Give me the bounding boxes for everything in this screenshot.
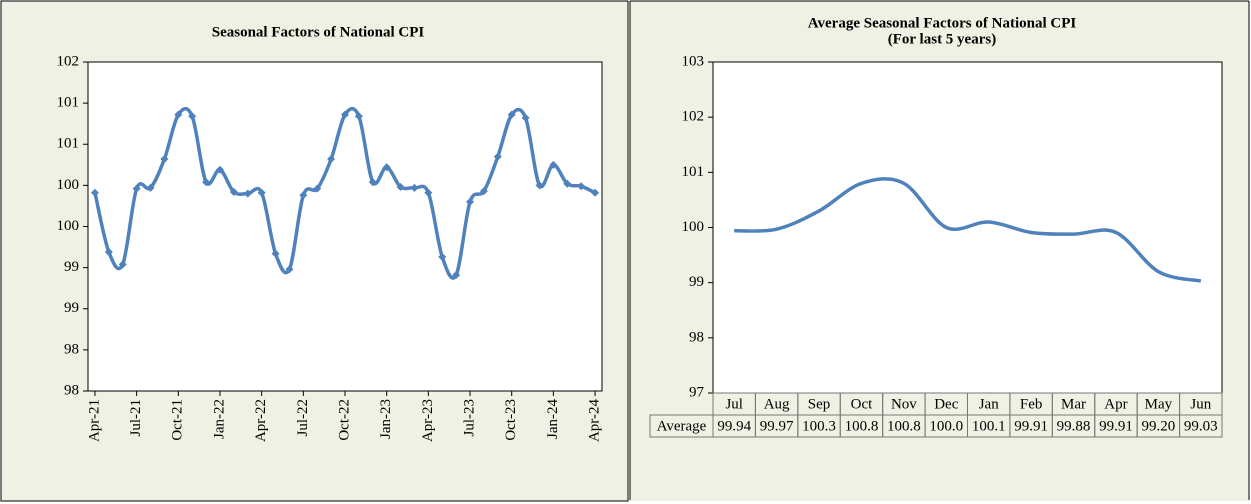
table-value: 99.88 xyxy=(1057,418,1091,434)
y-tick-label: 102 xyxy=(682,109,705,125)
data-marker xyxy=(341,110,349,119)
x-tick-label: Apr-22 xyxy=(253,399,269,442)
data-marker xyxy=(160,155,169,164)
table-value: 100.8 xyxy=(887,418,921,434)
data-marker xyxy=(452,271,461,280)
charts: Seasonal Factors of National CPI 98 98 99 99… xyxy=(57,15,1223,442)
x-tick-label: Apr-24 xyxy=(586,399,602,443)
data-marker xyxy=(146,183,155,192)
table-value: 99.91 xyxy=(1014,418,1048,434)
y-tick-label: 99 xyxy=(689,274,704,290)
y-tick-label: 102 xyxy=(57,53,80,69)
chart-title: Seasonal Factors of National CPI xyxy=(212,24,425,40)
data-marker xyxy=(174,110,183,119)
data-marker xyxy=(549,160,558,169)
data-marker xyxy=(563,179,572,188)
table-series-name: Average xyxy=(657,418,707,434)
x-tick-label: Jun xyxy=(1190,396,1211,412)
x-tick-label: May xyxy=(1145,396,1173,412)
y-tick-label: 98 xyxy=(64,341,79,357)
y-tick-label: 99 xyxy=(64,259,79,275)
x-tick-label: Nov xyxy=(891,396,917,412)
series-line xyxy=(734,177,1202,283)
x-tick-label: Oct-22 xyxy=(336,399,352,441)
table-value: 99.20 xyxy=(1142,418,1176,434)
x-tick-label: Jul-21 xyxy=(128,399,144,437)
data-marker xyxy=(507,110,516,119)
data-marker xyxy=(243,189,252,198)
data-marker xyxy=(104,247,113,256)
x-tick-label: Jan-23 xyxy=(378,399,394,439)
x-tick-label: Jul-23 xyxy=(461,399,477,437)
data-marker xyxy=(410,183,419,192)
data-marker xyxy=(521,113,530,122)
y-tick-label: 101 xyxy=(57,136,80,152)
y-tick-label: 100 xyxy=(57,218,80,234)
x-tick-label: Jul-22 xyxy=(295,399,311,437)
y-tick-label: 98 xyxy=(64,382,79,398)
data-marker xyxy=(382,163,391,172)
data-marker xyxy=(257,188,266,197)
table-value: 100.1 xyxy=(972,418,1006,434)
x-tick-label: Aug xyxy=(764,396,790,412)
x-tick-label: Oct-23 xyxy=(503,399,519,441)
x-tick-label: Dec xyxy=(934,396,958,412)
table-value: 99.91 xyxy=(1099,418,1133,434)
y-tick-label: 101 xyxy=(57,95,80,111)
x-tick-label: Jan-24 xyxy=(545,399,561,439)
y-tick-label: 99 xyxy=(64,300,79,316)
table-value: 99.94 xyxy=(717,418,751,434)
table-value: 99.03 xyxy=(1184,418,1218,434)
data-marker xyxy=(132,184,141,193)
data-marker xyxy=(424,188,433,197)
table-value: 100.3 xyxy=(802,418,836,434)
table-value-cell xyxy=(1179,414,1223,438)
data-marker xyxy=(229,187,238,196)
y-tick-label: 98 xyxy=(689,329,704,345)
data-marker xyxy=(285,265,294,274)
x-tick-label: Apr-21 xyxy=(86,399,102,442)
data-marker xyxy=(313,184,322,193)
y-tick-label: 103 xyxy=(682,53,705,69)
data-marker xyxy=(438,252,447,261)
data-marker xyxy=(479,187,488,196)
data-marker xyxy=(90,188,99,197)
x-tick-label: Mar xyxy=(1061,396,1086,412)
x-tick-label: Apr xyxy=(1104,396,1127,412)
data-marker xyxy=(466,197,475,206)
data-marker xyxy=(396,183,405,192)
data-marker xyxy=(368,178,377,187)
table-value: 99.97 xyxy=(760,418,794,434)
data-marker xyxy=(215,165,224,174)
data-marker xyxy=(299,191,308,200)
data-marker xyxy=(271,249,280,258)
x-tick-label: Oct-21 xyxy=(170,399,186,441)
data-marker xyxy=(591,188,600,197)
x-tick-label: Jan xyxy=(979,396,999,412)
data-marker xyxy=(202,178,211,187)
table-value: 100.8 xyxy=(845,418,879,434)
chart-subtitle: (For last 5 years) xyxy=(888,31,996,47)
chart-title: Average Seasonal Factors of National CPI xyxy=(808,15,1077,31)
x-tick-label: Feb xyxy=(1020,396,1043,412)
x-tick-label: Jan-22 xyxy=(211,399,227,439)
data-marker xyxy=(354,112,363,121)
table-value: 100.0 xyxy=(929,418,963,434)
data-marker xyxy=(493,152,502,161)
y-tick-label: 97 xyxy=(689,384,705,400)
data-marker xyxy=(327,155,336,164)
x-tick-label: Jul xyxy=(725,396,743,412)
data-marker xyxy=(188,112,197,121)
y-tick-label: 100 xyxy=(682,219,705,235)
y-tick-label: 101 xyxy=(682,164,705,180)
data-marker xyxy=(535,181,544,190)
x-tick-label: Apr-23 xyxy=(420,399,436,442)
y-tick-label: 100 xyxy=(57,177,80,193)
x-tick-label: Oct xyxy=(851,396,873,412)
data-marker xyxy=(577,182,586,191)
x-tick-label: Sep xyxy=(808,396,831,412)
data-marker xyxy=(118,260,127,269)
